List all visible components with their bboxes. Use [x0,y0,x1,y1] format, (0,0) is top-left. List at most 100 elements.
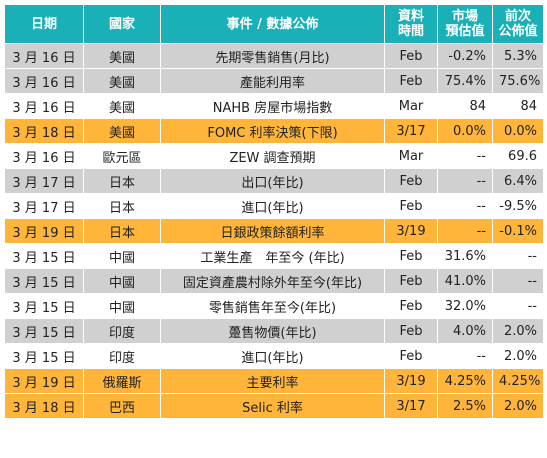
cell-previous: 6.4% [492,168,544,194]
header-country: 國家 [83,4,161,44]
cell-period: Feb [384,243,438,269]
cell-date: 3 月 15 日 [4,243,84,269]
cell-date: 3 月 18 日 [4,118,84,144]
cell-forecast: -- [437,343,493,369]
cell-date: 3 月 15 日 [4,293,84,319]
cell-date: 3 月 16 日 [4,43,84,69]
header-period-line1: 資料 [397,9,424,24]
cell-period: Feb [384,343,438,369]
cell-period: Feb [384,43,438,69]
table-row: 3 月 16 日歐元區 ZEW 調查預期 Mar -- 69.6 [4,143,544,169]
table-row: 3 月 15 日中國 零售銷售年至今(年比) Feb 32.0% -- [4,293,544,319]
cell-event: 工業生產 年至今 (年比) [160,243,385,269]
cell-previous: 2.0% [492,318,544,344]
table-row: 3 月 15 日印度 進口(年比) Feb -- 2.0% [4,343,544,369]
cell-country: 美國 [83,43,161,69]
cell-previous: -- [492,268,544,294]
cell-country: 中國 [83,268,161,294]
cell-date: 3 月 17 日 [4,168,84,194]
table-row: 3 月 18 日美國 FOMC 利率決策(下限) 3/17 0.0% 0.0% [4,118,544,144]
cell-forecast: 84 [437,93,493,119]
table-row: 3 月 19 日俄羅斯 主要利率 3/19 4.25% 4.25% [4,368,544,394]
cell-previous: 0.0% [492,118,544,144]
cell-event: 固定資產農村除外年至今(年比) [160,268,385,294]
table-row: 3 月 16 日美國 產能利用率 Feb 75.4% 75.6% [4,68,544,94]
cell-period: 3/17 [384,118,438,144]
cell-forecast: -- [437,218,493,244]
cell-date: 3 月 19 日 [4,368,84,394]
cell-country: 美國 [83,118,161,144]
cell-forecast: 31.6% [437,243,493,269]
header-event: 事件 / 數據公佈 [160,4,385,44]
cell-country: 中國 [83,243,161,269]
header-previous-line1: 前次 [504,9,531,24]
cell-event: ZEW 調查預期 [160,143,385,169]
cell-forecast: 41.0% [437,268,493,294]
cell-forecast: -0.2% [437,43,493,69]
cell-forecast: -- [437,143,493,169]
cell-country: 印度 [83,343,161,369]
cell-event: 主要利率 [160,368,385,394]
header-date: 日期 [4,4,84,44]
header-forecast-line2: 預估值 [445,24,485,39]
header-forecast: 市場 預估值 [437,4,493,44]
table-row: 3 月 17 日日本 出口(年比) Feb -- 6.4% [4,168,544,194]
cell-period: Mar [384,143,438,169]
cell-period: 3/19 [384,368,438,394]
cell-previous: -- [492,293,544,319]
cell-event: 躉售物價(年比) [160,318,385,344]
cell-country: 日本 [83,168,161,194]
header-previous: 前次 公佈值 [492,4,544,44]
table-row: 3 月 15 日印度 躉售物價(年比) Feb 4.0% 2.0% [4,318,544,344]
cell-forecast: -- [437,168,493,194]
cell-event: 進口(年比) [160,193,385,219]
table-row: 3 月 18 日巴西 Selic 利率 3/17 2.5% 2.0% [4,393,544,419]
table-body: 3 月 16 日美國 先期零售銷售(月比) Feb -0.2% 5.3% 3 月 16 日… [4,43,544,419]
cell-date: 3 月 15 日 [4,268,84,294]
cell-forecast: 32.0% [437,293,493,319]
cell-forecast: -- [437,193,493,219]
cell-previous: 84 [492,93,544,119]
cell-forecast: 2.5% [437,393,493,419]
cell-previous: 5.3% [492,43,544,69]
cell-period: 3/19 [384,218,438,244]
cell-date: 3 月 19 日 [4,218,84,244]
cell-country: 日本 [83,218,161,244]
cell-forecast: 0.0% [437,118,493,144]
cell-forecast: 4.25% [437,368,493,394]
cell-period: Feb [384,318,438,344]
cell-event: 零售銷售年至今(年比) [160,293,385,319]
table-row: 3 月 16 日美國 NAHB 房屋市場指數 Mar 84 84 [4,93,544,119]
cell-period: Feb [384,268,438,294]
cell-event: 出口(年比) [160,168,385,194]
cell-previous: -9.5% [492,193,544,219]
cell-country: 美國 [83,68,161,94]
cell-period: Mar [384,93,438,119]
cell-date: 3 月 15 日 [4,343,84,369]
table-row: 3 月 16 日美國 先期零售銷售(月比) Feb -0.2% 5.3% [4,43,544,69]
economic-calendar-table: 日期 國家 事件 / 數據公佈 資料 時間 市場 預估值 前次 公佈值 3 月 16 … [4,4,544,419]
cell-previous: 4.25% [492,368,544,394]
cell-country: 日本 [83,193,161,219]
header-period: 資料 時間 [384,4,438,44]
cell-country: 印度 [83,318,161,344]
table-row: 3 月 15 日中國 工業生產 年至今 (年比) Feb 31.6% -- [4,243,544,269]
cell-previous: -0.1% [492,218,544,244]
cell-period: Feb [384,193,438,219]
cell-previous: 2.0% [492,393,544,419]
header-row: 日期 國家 事件 / 數據公佈 資料 時間 市場 預估值 前次 公佈值 [4,4,544,44]
cell-date: 3 月 16 日 [4,143,84,169]
cell-country: 中國 [83,293,161,319]
table-row: 3 月 19 日日本 日銀政策餘額利率 3/19 -- -0.1% [4,218,544,244]
cell-previous: -- [492,243,544,269]
cell-date: 3 月 16 日 [4,93,84,119]
cell-date: 3 月 16 日 [4,68,84,94]
cell-previous: 75.6% [492,68,544,94]
cell-date: 3 月 15 日 [4,318,84,344]
cell-period: Feb [384,293,438,319]
cell-event: FOMC 利率決策(下限) [160,118,385,144]
cell-previous: 69.6 [492,143,544,169]
economic-calendar: 日期 國家 事件 / 數據公佈 資料 時間 市場 預估值 前次 公佈值 3 月 16 … [4,4,544,419]
cell-forecast: 75.4% [437,68,493,94]
header-forecast-line1: 市場 [451,9,478,24]
